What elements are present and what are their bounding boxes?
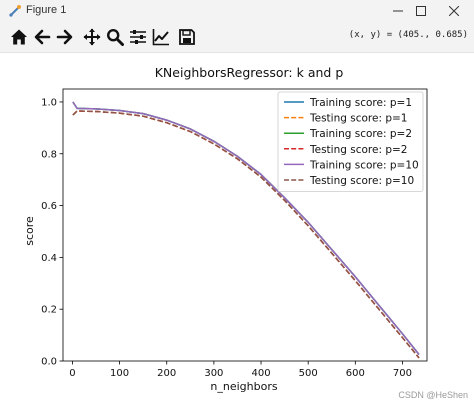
pan-icon xyxy=(83,28,101,46)
minimize-icon xyxy=(393,10,403,12)
maximize-icon xyxy=(416,6,426,16)
x-tick-label: 100 xyxy=(110,368,129,379)
save-icon xyxy=(179,29,195,45)
home-button[interactable] xyxy=(8,26,30,48)
x-tick-label: 600 xyxy=(346,368,365,379)
figure-canvas[interactable]: KNeighborsRegressor: k and p 0 100 200 300 4… xyxy=(0,53,474,402)
legend-box xyxy=(277,91,424,192)
forward-button[interactable] xyxy=(54,26,76,48)
maximize-button[interactable] xyxy=(401,2,441,20)
cursor-coordinates: (x, y) = (405., 0.685) xyxy=(348,30,468,40)
minimize-button[interactable] xyxy=(378,2,418,20)
edit-axes-button[interactable] xyxy=(150,26,172,48)
y-axis-label: score xyxy=(23,216,36,246)
x-tick-label: 700 xyxy=(393,368,412,379)
edit-axes-icon xyxy=(152,29,169,46)
axes-frame xyxy=(62,88,428,362)
zoom-button[interactable] xyxy=(104,26,126,48)
x-tick-label: 400 xyxy=(251,368,270,379)
back-button[interactable] xyxy=(31,26,53,48)
home-icon xyxy=(11,29,27,45)
y-tick-label: 0.2 xyxy=(41,305,57,316)
x-axis-label: n_neighbors xyxy=(210,380,277,393)
close-button[interactable] xyxy=(434,2,474,20)
close-icon xyxy=(449,6,459,16)
x-tick-label: 300 xyxy=(204,368,223,379)
x-tick-label: 200 xyxy=(157,368,176,379)
window-title: Figure 1 xyxy=(26,4,67,16)
legend-label: Testing score: p=10 xyxy=(309,175,414,187)
y-tick-label: 0.8 xyxy=(41,149,57,160)
legend-label: Training score: p=10 xyxy=(309,159,419,171)
configure-subplots-button[interactable] xyxy=(127,26,149,48)
y-tick-label: 0.0 xyxy=(41,357,57,368)
x-tick-label: 0 xyxy=(69,368,75,379)
plot-area: 0 100 200 300 400 500 600 700 0.0 0.2 0.4 0.6 0.8 1.0 xyxy=(41,88,428,379)
figure-app-icon xyxy=(9,5,21,17)
x-tick-label: 500 xyxy=(299,368,318,379)
y-tick-label: 1.0 xyxy=(41,97,57,108)
legend: Training score: p=1 Testing score: p=1 Tra… xyxy=(277,91,424,192)
pan-button[interactable] xyxy=(81,26,103,48)
series-line-6 xyxy=(72,110,420,359)
y-tick-label: 0.4 xyxy=(41,253,57,264)
save-button[interactable] xyxy=(176,26,198,48)
legend-label: Testing score: p=1 xyxy=(309,113,407,125)
legend-label: Testing score: p=2 xyxy=(309,144,407,156)
window-titlebar: Figure 1 xyxy=(0,0,474,22)
y-tick-label: 0.6 xyxy=(41,201,57,212)
subplots-config-icon xyxy=(130,30,146,44)
forward-arrow-icon xyxy=(56,29,73,45)
navigation-toolbar xyxy=(0,22,474,53)
zoom-icon xyxy=(106,28,124,46)
series-line-5 xyxy=(72,101,420,355)
watermark: CSDN @HeShen xyxy=(398,390,468,400)
back-arrow-icon xyxy=(34,29,51,45)
chart-title: KNeighborsRegressor: k and p xyxy=(155,65,344,80)
legend-label: Training score: p=2 xyxy=(309,128,412,140)
legend-label: Training score: p=1 xyxy=(309,97,412,109)
chart: KNeighborsRegressor: k and p 0 100 200 300 4… xyxy=(0,53,474,402)
